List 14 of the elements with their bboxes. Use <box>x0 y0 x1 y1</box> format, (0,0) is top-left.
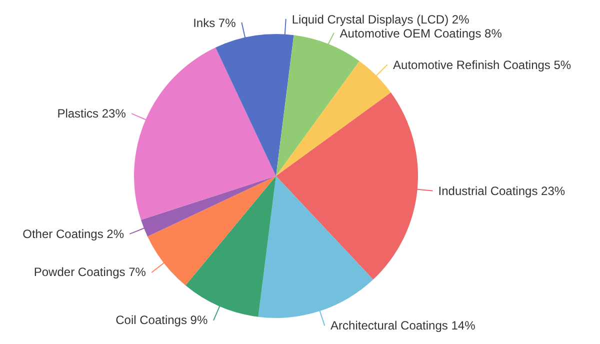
slice-label: Coil Coatings 9% <box>116 313 208 328</box>
pie-slice <box>148 176 276 286</box>
slice-label: Other Coatings 2% <box>22 226 124 241</box>
slice-label: Powder Coatings 7% <box>34 265 146 280</box>
slice-label: Industrial Coatings 23% <box>438 184 566 198</box>
pie-slice <box>185 176 276 317</box>
slice-label: Inks 7% <box>193 16 236 30</box>
pie-slice <box>134 48 276 220</box>
slice-label: Architectural Coatings 14% <box>330 318 476 332</box>
slice-label: Automotive OEM Coatings 8% <box>340 26 502 40</box>
slice-label: Automotive Refinish Coatings 5% <box>393 58 572 72</box>
slice-label: Liquid Crystal Displays (LCD) 2% <box>292 12 470 26</box>
slice-label: Plastics 23% <box>57 106 126 121</box>
pie-slice <box>276 61 391 176</box>
